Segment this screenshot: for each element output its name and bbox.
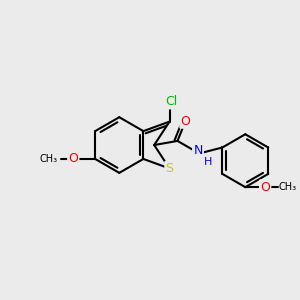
Text: O: O	[181, 115, 190, 128]
Text: O: O	[260, 181, 270, 194]
Text: CH₃: CH₃	[278, 182, 296, 192]
Text: Cl: Cl	[165, 95, 178, 108]
Text: N: N	[193, 144, 203, 157]
Text: H: H	[204, 157, 212, 167]
Text: CH₃: CH₃	[39, 154, 57, 164]
Text: S: S	[166, 162, 173, 175]
Text: O: O	[68, 152, 78, 165]
